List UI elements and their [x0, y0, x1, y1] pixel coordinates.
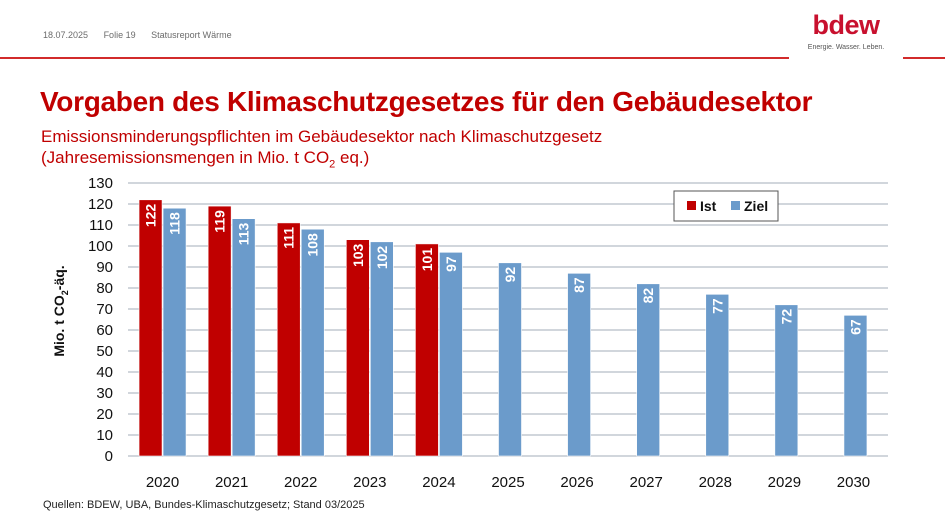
logo-tagline: Energie. Wasser. Leben.: [807, 44, 885, 51]
x-tick-label: 2027: [629, 474, 662, 491]
bar-ist-value-label: 122: [143, 204, 159, 228]
bar-ist: [207, 205, 232, 457]
y-axis-label-pre: Mio. t CO: [51, 295, 67, 357]
slide-header: 18.07.2025 Folie 19 Statusreport Wärme: [43, 30, 245, 40]
bar-ziel-value-label: 72: [778, 309, 794, 325]
legend-label-ziel: Ziel: [744, 198, 768, 214]
subtitle-line-2: (Jahresemissionsmengen in Mio. t CO2 eq.…: [41, 148, 370, 171]
y-tick-label: 50: [96, 343, 113, 360]
slide-number: Folie 19: [103, 30, 136, 40]
y-tick-label: 30: [96, 385, 113, 402]
x-tick-label: 2026: [560, 474, 593, 491]
bar-ist: [415, 243, 439, 457]
legend-label-ist: Ist: [700, 198, 717, 214]
y-tick-label: 80: [96, 280, 113, 297]
slide-date: 18.07.2025: [43, 30, 89, 40]
bar-ziel: [567, 272, 591, 457]
source-note: Quellen: BDEW, UBA, Bundes-Klimaschutzge…: [43, 499, 365, 511]
bar-ziel: [705, 293, 730, 457]
bars: 122 118 119 113 111 108 103 102 101 97 92 87 82 77 72 6…: [138, 199, 868, 457]
bar-ist-value-label: 111: [281, 227, 297, 249]
x-tick-label: 2023: [353, 474, 386, 491]
y-axis-ticks: 0 10 20 30 40 50 60 70 80 90 100 110 120 130: [88, 175, 113, 465]
y-tick-label: 10: [96, 427, 113, 444]
bar-ziel-value-label: 102: [374, 246, 390, 270]
bar-ziel-value-label: 97: [443, 256, 459, 272]
bar-ziel: [300, 228, 325, 457]
bar-ziel-value-label: 92: [502, 267, 518, 283]
bar-ziel: [439, 252, 463, 457]
y-tick-label: 60: [96, 322, 113, 339]
y-tick-label: 40: [96, 364, 113, 381]
y-tick-label: 110: [89, 217, 113, 234]
y-tick-label: 0: [105, 448, 113, 465]
bar-ziel: [774, 304, 799, 457]
x-tick-label: 2020: [146, 474, 179, 491]
x-tick-label: 2030: [837, 474, 870, 491]
y-tick-label: 120: [88, 196, 113, 213]
x-tick-label: 2028: [699, 474, 732, 491]
legend: Ist Ziel: [673, 190, 779, 222]
legend-swatch-ist: [687, 201, 696, 210]
bar-ist-value-label: 119: [212, 210, 228, 233]
x-tick-label: 2024: [422, 474, 455, 491]
bar-ziel: [162, 207, 187, 457]
bar-ziel: [231, 218, 256, 457]
bdew-logo: bdew Energie. Wasser. Leben.: [804, 10, 888, 51]
report-name: Statusreport Wärme: [151, 30, 232, 40]
x-tick-label: 2025: [491, 474, 524, 491]
y-axis-label: Mio. t CO2-äq.: [51, 265, 70, 356]
bar-ziel: [636, 283, 660, 457]
legend-swatch-ziel: [731, 201, 740, 210]
bar-ziel-value-label: 108: [305, 233, 321, 257]
subtitle-line-1: Emissionsminderungspflichten im Gebäudes…: [41, 127, 603, 146]
y-axis-label-post: -äq.: [51, 265, 67, 290]
x-tick-label: 2021: [215, 474, 248, 491]
header-divider-right: [903, 57, 945, 59]
x-axis-ticks: 2020 2021 2022 2023 2024 2025 2026 2027 2028 2029…: [146, 474, 870, 491]
bar-ziel-value-label: 113: [236, 222, 252, 245]
bar-ist-value-label: 101: [419, 248, 435, 272]
bar-ziel-value-label: 118: [167, 212, 183, 235]
y-tick-label: 130: [88, 175, 113, 192]
bar-ist: [346, 239, 370, 457]
bar-ziel: [370, 241, 394, 457]
header-divider-left: [0, 57, 789, 59]
y-axis-label-sub: 2: [60, 290, 70, 295]
y-tick-label: 70: [96, 301, 113, 318]
bar-ist-value-label: 103: [350, 243, 366, 267]
y-tick-label: 90: [96, 259, 113, 276]
x-tick-label: 2022: [284, 474, 317, 491]
bar-ziel-value-label: 82: [640, 288, 656, 304]
logo-wordmark: bdew: [812, 10, 880, 40]
bar-ist: [276, 222, 301, 457]
bar-ist: [138, 199, 163, 457]
bar-ziel-value-label: 67: [847, 319, 863, 335]
y-tick-label: 100: [88, 238, 113, 255]
bar-ziel: [843, 314, 868, 457]
bar-ziel: [498, 262, 522, 457]
page-title: Vorgaben des Klimaschutzgesetzes für den…: [40, 86, 813, 117]
bar-ziel-value-label: 77: [709, 298, 725, 314]
x-tick-label: 2029: [768, 474, 801, 491]
page-subtitle: Emissionsminderungspflichten im Gebäudes…: [41, 126, 602, 175]
bar-ziel-value-label: 87: [571, 277, 587, 293]
y-tick-label: 20: [96, 406, 113, 423]
